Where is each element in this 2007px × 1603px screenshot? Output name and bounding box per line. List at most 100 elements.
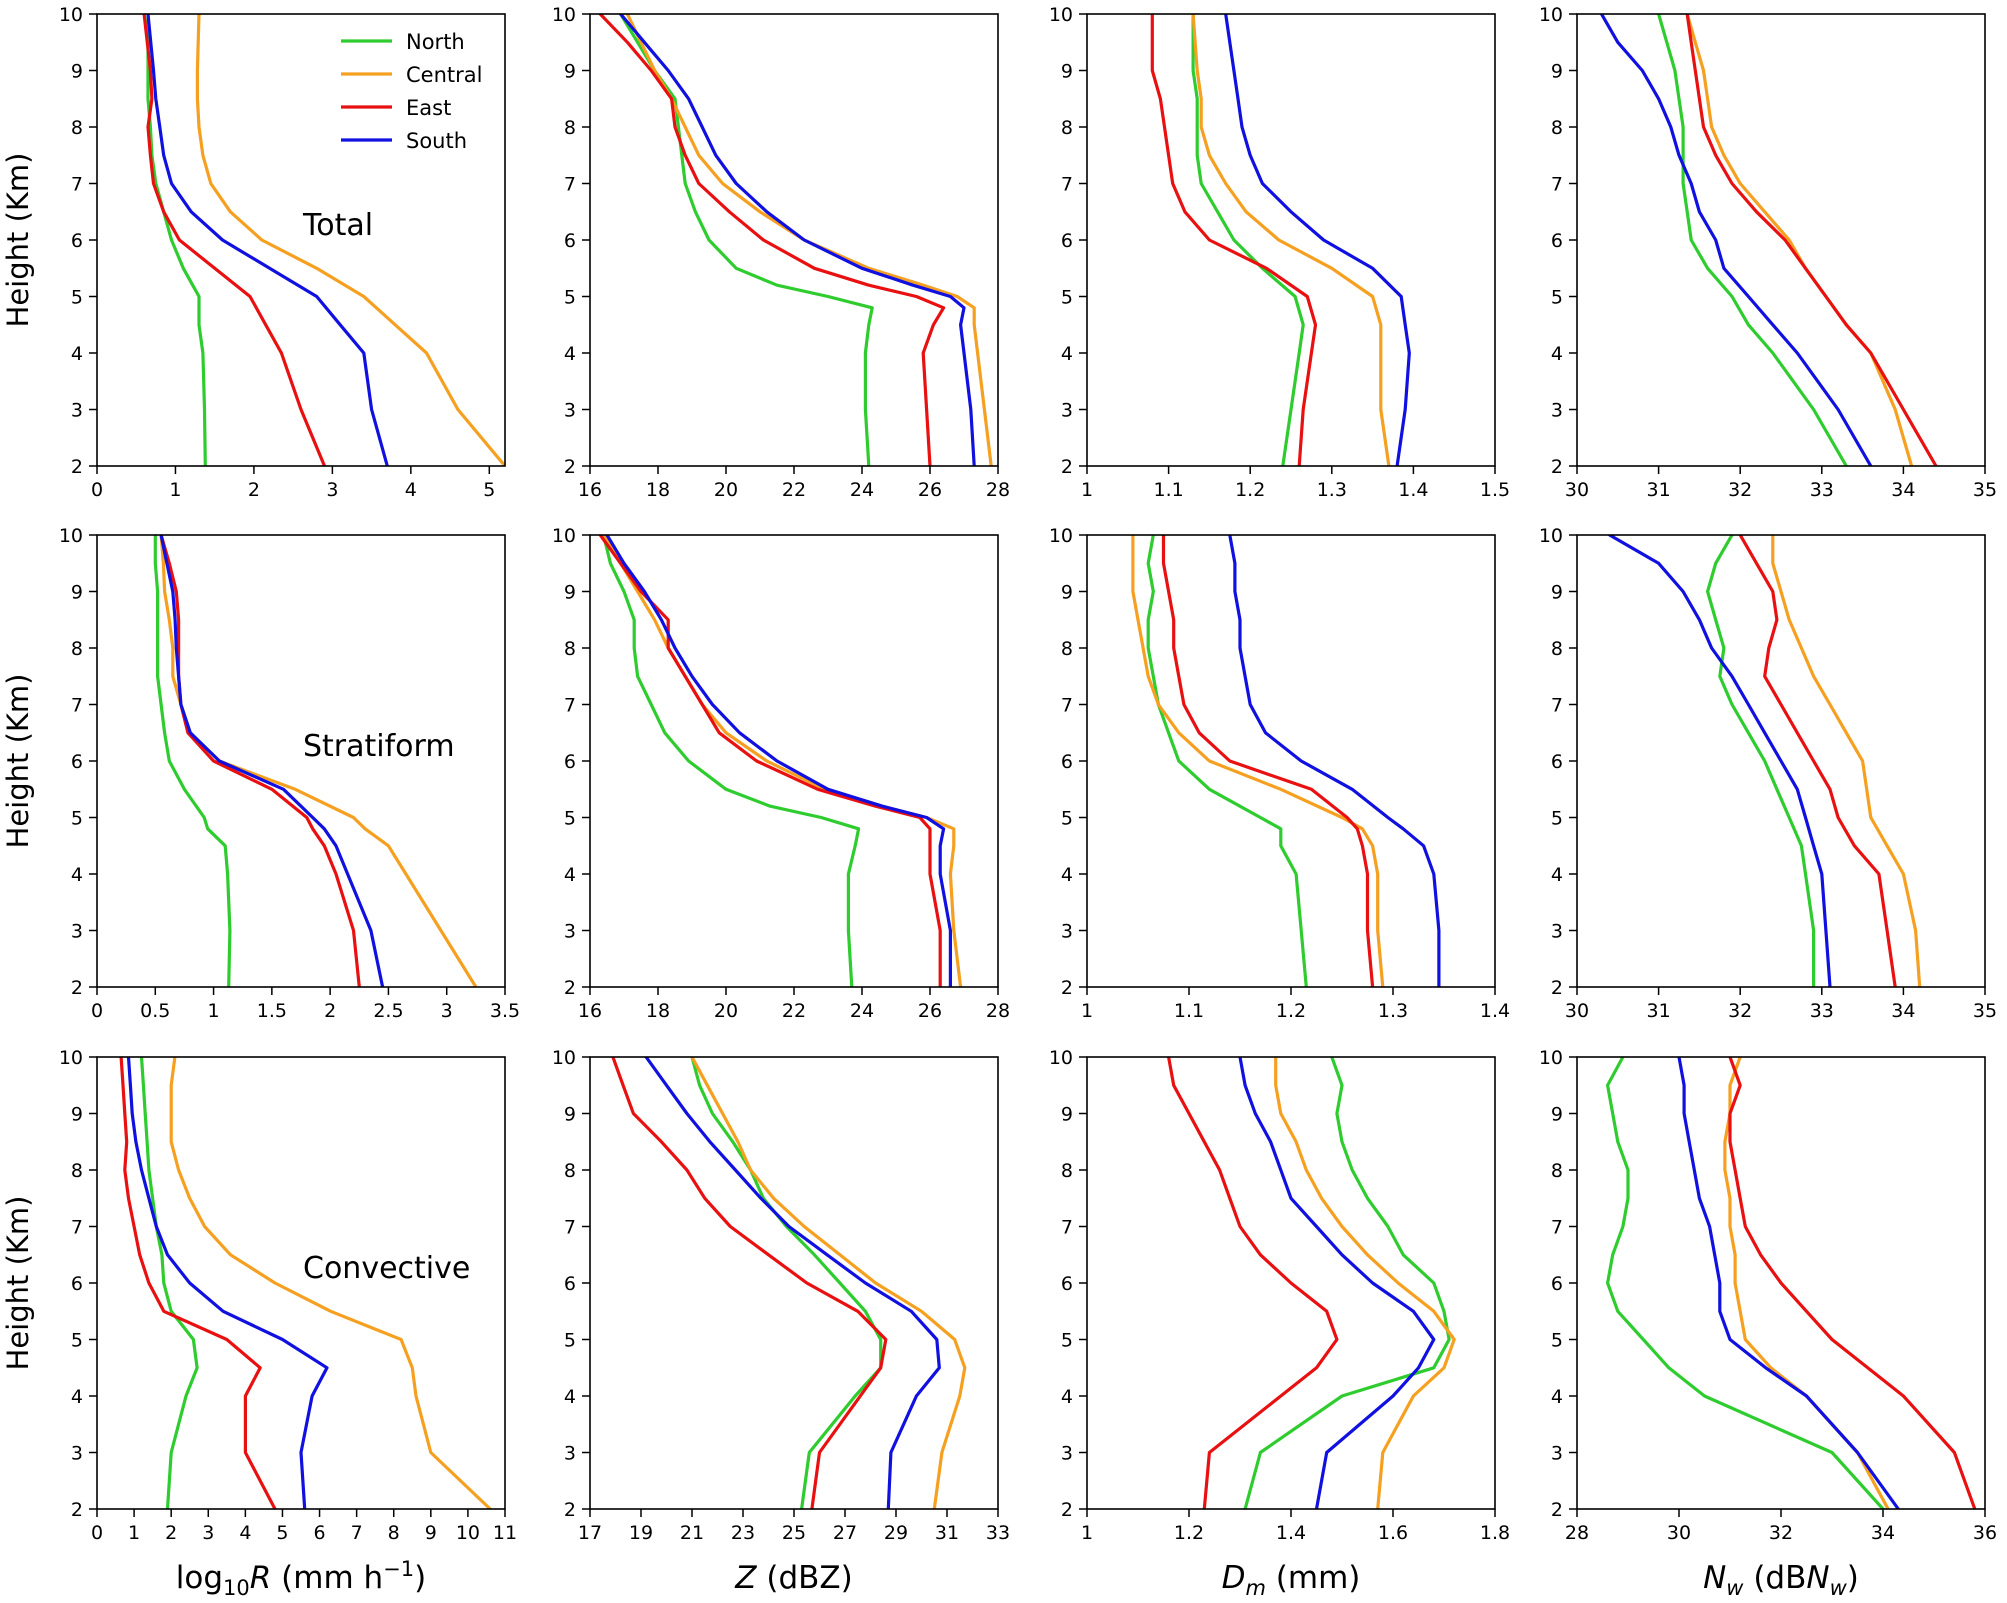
y-tick-label: 9 [1061,582,1073,604]
panel-1-1: 16 18 20 22 24 26 28 2 3 4 5 6 7 8 9 10 [552,525,1010,1022]
y-tick-label: 4 [71,864,83,886]
y-tick-label: 5 [1551,1330,1563,1352]
axes-frame [1086,13,1496,467]
y-tick-label: 10 [552,4,576,26]
y-tick-label: 6 [1551,1273,1563,1295]
series-line-north [1656,14,1848,466]
x-tick-label: 0 [91,1000,103,1022]
y-tick-label: 4 [564,1386,576,1408]
y-tick-label: 9 [1551,1104,1563,1126]
row-title: Convective [303,1251,470,1286]
x-tick-label: 2 [324,1000,336,1022]
series-line-east [611,1057,888,1509]
y-tick-label: 2 [1061,1499,1073,1521]
y-tick-label: 4 [564,864,576,886]
x-tick-label: 30 [1565,479,1589,501]
y-tick-label: 7 [564,174,576,196]
series-line-east [1150,14,1318,466]
series-line-east [1685,14,1938,466]
series-line-east [1728,1057,1977,1509]
y-tick-label: 3 [1551,1443,1563,1465]
series-line-central [169,1057,492,1509]
y-tick-label: 2 [564,1499,576,1521]
series-line-north [1605,1057,1885,1509]
x-tick-label: 20 [714,479,738,501]
x-tick-label: 2.5 [373,1000,403,1022]
y-tick-label: 8 [1061,117,1073,139]
y-tick-label: 5 [1061,808,1073,830]
series-line-south [1599,14,1873,466]
x-tick-label: 0 [91,1522,103,1544]
x-axis-label: Dm (mm) [1222,1560,1361,1600]
y-tick-label: 4 [1061,864,1073,886]
x-tick-label: 21 [680,1522,704,1544]
y-tick-label: 3 [71,1443,83,1465]
y-tick-label: 2 [564,456,576,478]
y-tick-label: 2 [1551,977,1563,999]
y-tick-label: 10 [1049,1047,1073,1069]
y-tick-label: 5 [1551,287,1563,309]
series-line-east [119,1057,277,1509]
y-tick-label: 2 [1551,1499,1563,1521]
y-tick-label: 6 [1061,751,1073,773]
y-tick-label: 10 [1049,525,1073,547]
legend: North Central East South [341,30,482,153]
panel-0-1: 16 18 20 22 24 26 28 2 3 4 5 6 7 8 9 10 [552,4,1010,501]
axes-frame [589,13,999,467]
y-tick-label: 8 [1551,117,1563,139]
series-line-south [605,535,953,987]
series-line-central [690,1057,967,1509]
x-tick-label: 33 [1810,479,1834,501]
series-line-east [598,14,946,466]
y-tick-label: 5 [564,287,576,309]
x-tick-label: 22 [782,479,806,501]
x-tick-label: 36 [1973,1522,1997,1544]
y-tick-label: 8 [1551,1160,1563,1182]
x-tick-label: 0 [91,479,103,501]
series-line-central [1771,535,1922,987]
series-line-north [1243,1057,1451,1509]
y-tick-label: 7 [564,695,576,717]
x-tick-label: 1.2 [1276,1000,1306,1022]
series-line-south [1677,1057,1900,1509]
y-tick-label: 6 [1061,230,1073,252]
x-tick-label: 34 [1891,1000,1915,1022]
x-tick-label: 20 [714,1000,738,1022]
y-tick-label: 3 [1551,400,1563,422]
x-tick-label: 1.1 [1153,479,1183,501]
legend-label-south: South [406,129,467,153]
y-tick-label: 2 [1061,977,1073,999]
x-tick-label: 1.1 [1174,1000,1204,1022]
series-line-north [690,1057,883,1509]
y-axis-label: Height (Km) [1,674,35,849]
x-tick-label: 26 [918,479,942,501]
series-line-north [601,535,861,987]
y-tick-label: 6 [1551,230,1563,252]
x-tick-label: 1.2 [1235,479,1265,501]
y-tick-label: 6 [564,230,576,252]
x-tick-label: 35 [1973,479,1997,501]
y-tick-label: 3 [71,921,83,943]
y-tick-label: 8 [564,638,576,660]
y-tick-label: 10 [1539,4,1563,26]
x-tick-label: 4 [239,1522,251,1544]
series-line-east [1738,535,1897,987]
panel-2-0: 0 1 2 3 4 5 6 7 8 9 10 11 2 3 4 5 6 7 8 9 10 Convective Height… [1,1047,517,1544]
x-tick-label: 32 [1728,479,1752,501]
series-line-south [1238,1057,1436,1509]
x-tick-label: 16 [578,479,602,501]
y-tick-label: 3 [1061,400,1073,422]
x-tick-label: 1.8 [1480,1522,1510,1544]
series-line-north [1705,535,1816,987]
x-tick-label: 7 [351,1522,363,1544]
y-tick-label: 10 [552,525,576,547]
x-tick-label: 1 [208,1000,220,1022]
x-tick-label: 9 [425,1522,437,1544]
x-tick-label: 24 [850,479,874,501]
x-tick-label: 0.5 [140,1000,170,1022]
x-tick-label: 19 [629,1522,653,1544]
y-tick-label: 7 [71,1217,83,1239]
x-tick-label: 1 [1081,1522,1093,1544]
